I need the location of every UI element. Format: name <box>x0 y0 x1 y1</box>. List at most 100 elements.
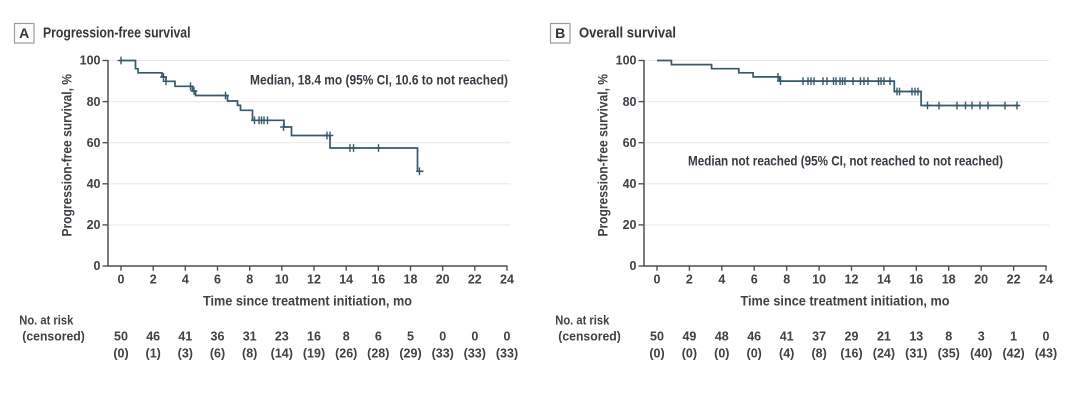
svg-text:5: 5 <box>407 329 414 343</box>
svg-text:(8): (8) <box>811 347 826 361</box>
svg-text:22: 22 <box>1007 272 1021 286</box>
svg-text:0: 0 <box>94 259 101 273</box>
svg-text:(19): (19) <box>303 347 325 361</box>
svg-text:80: 80 <box>623 95 637 109</box>
svg-text:18: 18 <box>942 272 956 286</box>
svg-text:20: 20 <box>436 272 450 286</box>
svg-text:0: 0 <box>654 272 661 286</box>
svg-text:(29): (29) <box>399 347 421 361</box>
svg-text:10: 10 <box>812 272 826 286</box>
svg-text:Progression-free survival: Progression-free survival <box>43 26 191 42</box>
svg-text:46: 46 <box>747 329 761 343</box>
svg-text:41: 41 <box>780 329 794 343</box>
svg-text:20: 20 <box>623 218 637 232</box>
svg-text:8: 8 <box>246 272 253 286</box>
svg-text:(censored): (censored) <box>22 328 85 343</box>
svg-text:(31): (31) <box>905 347 927 361</box>
svg-text:(33): (33) <box>464 347 486 361</box>
svg-text:(3): (3) <box>178 347 193 361</box>
svg-text:(40): (40) <box>970 347 992 361</box>
svg-text:13: 13 <box>909 329 923 343</box>
svg-text:8: 8 <box>783 272 790 286</box>
svg-text:18: 18 <box>404 272 418 286</box>
svg-text:16: 16 <box>909 272 923 286</box>
svg-text:6: 6 <box>375 329 382 343</box>
svg-text:60: 60 <box>87 136 101 150</box>
svg-text:50: 50 <box>650 329 664 343</box>
svg-text:0: 0 <box>118 272 125 286</box>
svg-text:20: 20 <box>974 272 988 286</box>
svg-text:(0): (0) <box>682 347 697 361</box>
svg-text:41: 41 <box>178 329 192 343</box>
svg-text:2: 2 <box>686 272 693 286</box>
svg-text:1: 1 <box>1010 329 1017 343</box>
svg-text:0: 0 <box>439 329 446 343</box>
svg-text:12: 12 <box>307 272 321 286</box>
svg-text:24: 24 <box>1039 272 1053 286</box>
svg-text:(35): (35) <box>938 347 960 361</box>
svg-text:(0): (0) <box>113 347 128 361</box>
svg-text:16: 16 <box>371 272 385 286</box>
svg-text:2: 2 <box>150 272 157 286</box>
svg-text:(1): (1) <box>146 347 161 361</box>
svg-text:24: 24 <box>500 272 514 286</box>
svg-text:Overall survival: Overall survival <box>579 26 676 42</box>
svg-text:(26): (26) <box>335 347 357 361</box>
svg-text:4: 4 <box>718 272 725 286</box>
svg-text:(4): (4) <box>779 347 794 361</box>
svg-text:0: 0 <box>1043 329 1050 343</box>
svg-text:(33): (33) <box>496 347 518 361</box>
svg-text:(28): (28) <box>367 347 389 361</box>
svg-text:4: 4 <box>182 272 189 286</box>
svg-text:Progression-free survival, %: Progression-free survival, % <box>595 74 611 237</box>
svg-text:60: 60 <box>623 136 637 150</box>
svg-text:49: 49 <box>682 329 696 343</box>
svg-text:Time since treatment initiatio: Time since treatment initiation, mo <box>203 294 412 309</box>
svg-text:20: 20 <box>87 218 101 232</box>
svg-text:No. at risk: No. at risk <box>19 313 74 328</box>
svg-text:(0): (0) <box>714 347 729 361</box>
svg-text:Median not reached (95% CI, no: Median not reached (95% CI, not reached … <box>688 153 1003 169</box>
svg-text:100: 100 <box>80 54 101 68</box>
svg-text:12: 12 <box>845 272 859 286</box>
svg-text:(6): (6) <box>210 347 225 361</box>
svg-text:Progression-free survival, %: Progression-free survival, % <box>59 74 75 237</box>
svg-text:No. at risk: No. at risk <box>555 313 610 328</box>
svg-text:(43): (43) <box>1035 347 1057 361</box>
svg-text:(8): (8) <box>242 347 257 361</box>
svg-text:6: 6 <box>214 272 221 286</box>
svg-text:6: 6 <box>751 272 758 286</box>
svg-text:23: 23 <box>275 329 289 343</box>
svg-text:0: 0 <box>504 329 511 343</box>
svg-text:(0): (0) <box>747 347 762 361</box>
svg-text:50: 50 <box>114 329 128 343</box>
svg-text:16: 16 <box>307 329 321 343</box>
svg-text:100: 100 <box>616 54 637 68</box>
svg-text:Median, 18.4 mo (95% CI, 10.6: Median, 18.4 mo (95% CI, 10.6 to not rea… <box>250 72 508 88</box>
svg-text:40: 40 <box>623 177 637 191</box>
svg-text:80: 80 <box>87 95 101 109</box>
svg-text:31: 31 <box>243 329 257 343</box>
svg-text:(14): (14) <box>271 347 293 361</box>
svg-text:36: 36 <box>211 329 225 343</box>
svg-text:14: 14 <box>339 272 353 286</box>
svg-text:(censored): (censored) <box>558 328 621 343</box>
svg-text:29: 29 <box>845 329 859 343</box>
svg-text:8: 8 <box>343 329 350 343</box>
svg-text:A: A <box>19 25 29 41</box>
svg-text:8: 8 <box>945 329 952 343</box>
svg-text:(33): (33) <box>432 347 454 361</box>
svg-text:B: B <box>555 25 565 41</box>
svg-text:22: 22 <box>468 272 482 286</box>
svg-text:40: 40 <box>87 177 101 191</box>
svg-text:48: 48 <box>715 329 729 343</box>
svg-text:10: 10 <box>275 272 289 286</box>
svg-text:21: 21 <box>877 329 891 343</box>
svg-text:Time since treatment initiatio: Time since treatment initiation, mo <box>741 294 950 309</box>
svg-text:46: 46 <box>146 329 160 343</box>
svg-text:14: 14 <box>877 272 891 286</box>
svg-text:(42): (42) <box>1002 347 1024 361</box>
svg-text:0: 0 <box>630 259 637 273</box>
svg-text:0: 0 <box>471 329 478 343</box>
svg-text:3: 3 <box>978 329 985 343</box>
